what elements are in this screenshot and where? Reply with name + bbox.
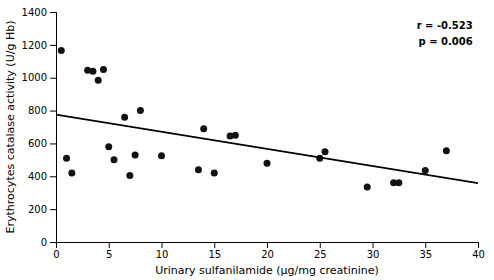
x-tick: 40 xyxy=(472,242,485,260)
x-tick-mark xyxy=(320,242,321,248)
y-tick-label: 1000 xyxy=(22,72,47,83)
x-tick: 35 xyxy=(419,242,432,260)
x-axis-title: Urinary sulfanilamide (μg/mg creatinine) xyxy=(155,264,379,277)
y-tick: 200 xyxy=(28,204,56,215)
point xyxy=(158,152,165,159)
x-tick-label: 0 xyxy=(53,249,59,260)
annotation: r = -0.523 xyxy=(417,20,473,31)
point xyxy=(264,160,271,167)
point xyxy=(364,183,371,190)
regression-line xyxy=(56,115,478,184)
y-tick-label: 1400 xyxy=(22,7,47,18)
x-tick: 30 xyxy=(367,242,380,260)
y-tick: 400 xyxy=(28,171,56,182)
y-tick-mark xyxy=(50,209,56,210)
y-axis: 0 200 400 600 800 1000 1200 1400 xyxy=(22,7,57,248)
y-tick-mark xyxy=(50,242,56,243)
y-tick-label: 0 xyxy=(41,237,47,248)
x-tick-mark xyxy=(162,242,163,248)
annotation: p = 0.006 xyxy=(419,36,473,47)
point xyxy=(137,107,144,114)
x-tick-label: 10 xyxy=(156,249,169,260)
chart: 0510152025303540020040060080010001200140… xyxy=(0,0,494,280)
point xyxy=(132,151,139,158)
point xyxy=(195,166,202,173)
y-tick-mark xyxy=(50,111,56,112)
point xyxy=(121,114,128,121)
plot: 0510152025303540020040060080010001200140… xyxy=(22,7,485,260)
y-tick: 1400 xyxy=(22,7,56,18)
y-tick-mark xyxy=(50,176,56,177)
x-tick-label: 20 xyxy=(261,249,274,260)
point xyxy=(322,148,329,155)
y-tick-mark xyxy=(50,45,56,46)
y-axis-line xyxy=(50,13,57,243)
x-tick-label: 25 xyxy=(314,249,327,260)
x-tick-mark xyxy=(109,242,110,248)
x-tick-mark xyxy=(478,242,479,248)
x-tick: 25 xyxy=(314,242,327,260)
x-tick-mark xyxy=(425,242,426,248)
point xyxy=(211,170,218,177)
x-tick: 5 xyxy=(106,242,112,260)
y-tick-label: 400 xyxy=(28,171,47,182)
point xyxy=(68,170,75,177)
x-tick-mark xyxy=(373,242,374,248)
point xyxy=(443,147,450,154)
y-tick-label: 1200 xyxy=(22,40,47,51)
x-tick-label: 15 xyxy=(208,249,221,260)
y-tick-label: 200 xyxy=(28,204,47,215)
x-tick-mark xyxy=(214,242,215,248)
x-tick-mark xyxy=(267,242,268,248)
x-tick: 10 xyxy=(156,242,169,260)
point xyxy=(111,156,118,163)
x-axis: 0 5 10 15 20 25 30 35 40 xyxy=(53,242,485,260)
point xyxy=(105,143,112,150)
point xyxy=(95,77,102,84)
marks xyxy=(56,47,478,190)
y-axis-title: Erythrocytes catalase activity (U/g Hb) xyxy=(4,21,17,234)
x-tick: 0 xyxy=(53,242,59,260)
y-tick: 1000 xyxy=(22,72,56,83)
point xyxy=(89,68,96,75)
x-tick: 15 xyxy=(208,242,221,260)
point xyxy=(200,125,207,132)
annotations: r = -0.523 p = 0.006 xyxy=(417,20,473,47)
point xyxy=(100,66,107,73)
y-tick: 0 xyxy=(41,237,56,248)
point xyxy=(58,47,65,54)
x-tick-label: 35 xyxy=(419,249,432,260)
y-tick: 1200 xyxy=(22,40,56,51)
point xyxy=(63,155,70,162)
x-tick: 20 xyxy=(261,242,274,260)
x-axis-line xyxy=(57,243,479,249)
y-tick-label: 800 xyxy=(28,105,47,116)
point xyxy=(232,132,239,139)
x-tick-label: 5 xyxy=(106,249,112,260)
y-tick-mark xyxy=(50,143,56,144)
y-tick-mark xyxy=(50,12,56,13)
x-tick-label: 30 xyxy=(367,249,380,260)
y-tick-label: 600 xyxy=(28,138,47,149)
y-tick: 800 xyxy=(28,105,56,116)
point xyxy=(126,172,133,179)
y-tick: 600 xyxy=(28,138,56,149)
point xyxy=(422,167,429,174)
x-tick-label: 40 xyxy=(472,249,485,260)
y-tick-mark xyxy=(50,78,56,79)
point xyxy=(395,179,402,186)
